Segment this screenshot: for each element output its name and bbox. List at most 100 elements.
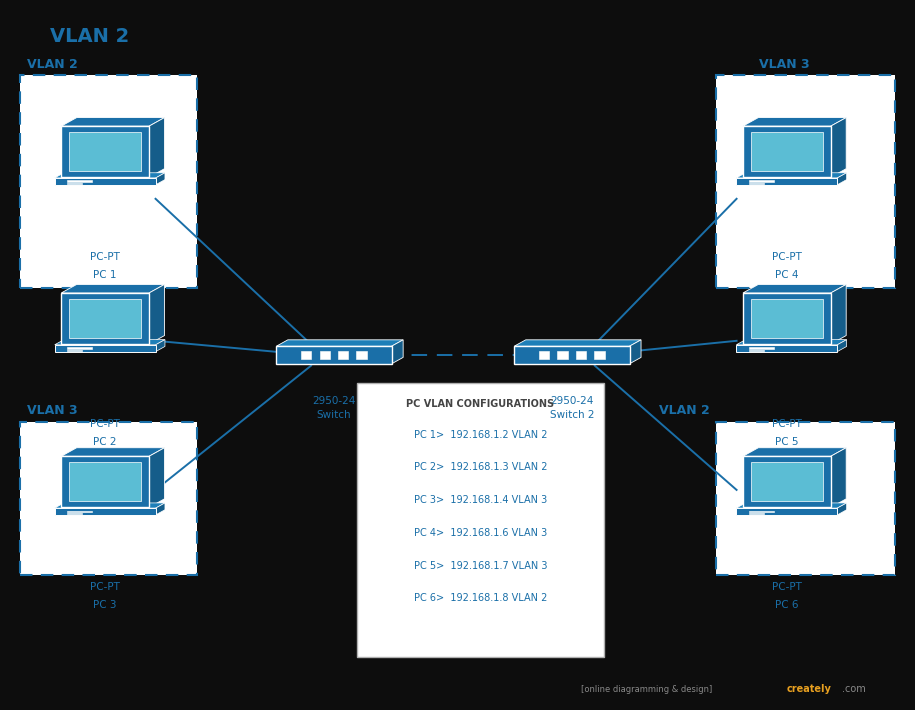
Polygon shape — [837, 173, 846, 185]
Text: VLAN 3: VLAN 3 — [759, 58, 810, 71]
Text: PC 1: PC 1 — [93, 270, 117, 280]
FancyBboxPatch shape — [70, 132, 141, 171]
Text: PC VLAN CONFIGURATIONS: PC VLAN CONFIGURATIONS — [406, 399, 554, 409]
FancyBboxPatch shape — [67, 513, 82, 514]
FancyBboxPatch shape — [55, 508, 156, 515]
Polygon shape — [743, 448, 846, 457]
FancyBboxPatch shape — [737, 508, 837, 515]
Text: PC-PT: PC-PT — [91, 582, 120, 592]
Text: VLAN 2: VLAN 2 — [27, 58, 78, 71]
Text: PC 4: PC 4 — [775, 270, 799, 280]
Polygon shape — [149, 118, 165, 178]
Polygon shape — [737, 173, 846, 178]
Text: VLAN 3: VLAN 3 — [27, 405, 78, 417]
Text: 2950-24: 2950-24 — [312, 396, 356, 406]
FancyBboxPatch shape — [61, 457, 149, 508]
Polygon shape — [156, 503, 165, 515]
Polygon shape — [149, 285, 165, 344]
Text: [online diagramming & design]: [online diagramming & design] — [581, 685, 712, 694]
Polygon shape — [837, 339, 846, 351]
Polygon shape — [831, 118, 846, 178]
Text: Switch 2: Switch 2 — [550, 410, 594, 420]
Polygon shape — [156, 339, 165, 351]
FancyBboxPatch shape — [751, 299, 823, 338]
FancyBboxPatch shape — [319, 351, 330, 359]
FancyBboxPatch shape — [539, 351, 549, 359]
FancyBboxPatch shape — [748, 180, 774, 182]
Text: creately: creately — [787, 684, 832, 694]
Text: PC-PT: PC-PT — [91, 252, 120, 262]
Polygon shape — [630, 340, 641, 364]
FancyBboxPatch shape — [67, 180, 92, 182]
Polygon shape — [837, 503, 846, 515]
FancyBboxPatch shape — [61, 293, 149, 344]
Text: Switch: Switch — [317, 410, 351, 420]
FancyBboxPatch shape — [748, 513, 764, 514]
FancyBboxPatch shape — [357, 351, 367, 359]
FancyBboxPatch shape — [276, 346, 392, 364]
Polygon shape — [392, 340, 404, 364]
FancyBboxPatch shape — [751, 462, 823, 501]
FancyBboxPatch shape — [67, 349, 82, 351]
FancyBboxPatch shape — [338, 351, 349, 359]
FancyBboxPatch shape — [737, 178, 837, 185]
FancyBboxPatch shape — [70, 462, 141, 501]
FancyBboxPatch shape — [716, 75, 895, 288]
Text: PC 5>  192.168.1.7 VLAN 3: PC 5> 192.168.1.7 VLAN 3 — [414, 561, 547, 571]
Polygon shape — [55, 173, 165, 178]
Text: 2950-24: 2950-24 — [550, 396, 594, 406]
FancyBboxPatch shape — [748, 182, 764, 184]
FancyBboxPatch shape — [595, 351, 605, 359]
Polygon shape — [276, 340, 404, 346]
FancyBboxPatch shape — [743, 457, 831, 508]
Text: PC-PT: PC-PT — [772, 252, 802, 262]
FancyBboxPatch shape — [576, 351, 587, 359]
FancyBboxPatch shape — [357, 383, 604, 657]
FancyBboxPatch shape — [20, 422, 197, 575]
Text: PC 2>  192.168.1.3 VLAN 2: PC 2> 192.168.1.3 VLAN 2 — [414, 462, 547, 472]
Text: PC-PT: PC-PT — [772, 582, 802, 592]
FancyBboxPatch shape — [70, 299, 141, 338]
Text: PC 6: PC 6 — [775, 600, 799, 610]
FancyBboxPatch shape — [55, 178, 156, 185]
FancyBboxPatch shape — [61, 126, 149, 178]
Polygon shape — [156, 173, 165, 185]
FancyBboxPatch shape — [748, 349, 764, 351]
Text: PC-PT: PC-PT — [772, 419, 802, 429]
FancyBboxPatch shape — [514, 346, 630, 364]
Text: .com: .com — [842, 684, 866, 694]
Polygon shape — [737, 503, 846, 508]
FancyBboxPatch shape — [67, 182, 82, 184]
Polygon shape — [61, 285, 165, 293]
Polygon shape — [831, 285, 846, 344]
Text: VLAN 2: VLAN 2 — [50, 27, 130, 46]
FancyBboxPatch shape — [751, 132, 823, 171]
FancyBboxPatch shape — [55, 345, 156, 351]
FancyBboxPatch shape — [743, 293, 831, 344]
Polygon shape — [743, 118, 846, 126]
FancyBboxPatch shape — [748, 347, 774, 349]
FancyBboxPatch shape — [557, 351, 568, 359]
Text: PC 5: PC 5 — [775, 437, 799, 447]
Polygon shape — [743, 285, 846, 293]
Text: PC 6>  192.168.1.8 VLAN 2: PC 6> 192.168.1.8 VLAN 2 — [414, 594, 547, 604]
Text: PC 3>  192.168.1.4 VLAN 3: PC 3> 192.168.1.4 VLAN 3 — [414, 495, 547, 505]
Text: PC 3: PC 3 — [93, 600, 117, 610]
FancyBboxPatch shape — [748, 510, 774, 513]
FancyBboxPatch shape — [67, 347, 92, 349]
Polygon shape — [55, 339, 165, 345]
Polygon shape — [514, 340, 641, 346]
FancyBboxPatch shape — [737, 345, 837, 351]
Polygon shape — [737, 339, 846, 345]
FancyBboxPatch shape — [743, 126, 831, 178]
Polygon shape — [831, 448, 846, 508]
FancyBboxPatch shape — [20, 75, 197, 288]
Text: PC 1>  192.168.1.2 VLAN 2: PC 1> 192.168.1.2 VLAN 2 — [414, 430, 547, 439]
Polygon shape — [55, 503, 165, 508]
FancyBboxPatch shape — [716, 422, 895, 575]
Polygon shape — [149, 448, 165, 508]
Text: PC-PT: PC-PT — [91, 419, 120, 429]
FancyBboxPatch shape — [67, 510, 92, 513]
FancyBboxPatch shape — [301, 351, 311, 359]
Text: PC 2: PC 2 — [93, 437, 117, 447]
